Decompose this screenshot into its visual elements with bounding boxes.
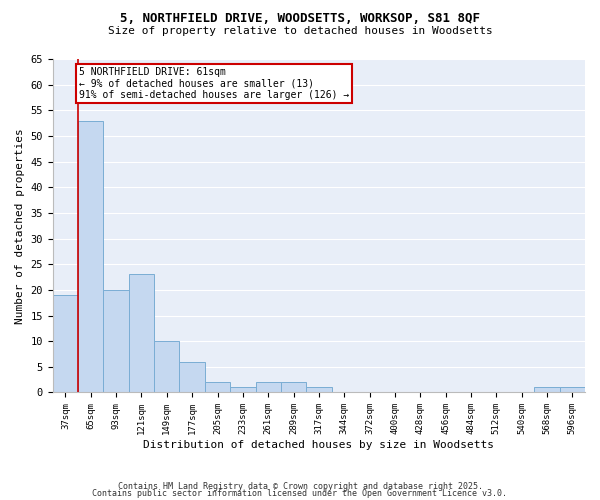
Text: Size of property relative to detached houses in Woodsetts: Size of property relative to detached ho… <box>107 26 493 36</box>
Bar <box>205 382 230 392</box>
Bar <box>306 388 332 392</box>
Text: Contains HM Land Registry data © Crown copyright and database right 2025.: Contains HM Land Registry data © Crown c… <box>118 482 482 491</box>
Bar <box>129 274 154 392</box>
Bar <box>154 341 179 392</box>
Bar <box>281 382 306 392</box>
Bar <box>560 388 585 392</box>
Y-axis label: Number of detached properties: Number of detached properties <box>15 128 25 324</box>
X-axis label: Distribution of detached houses by size in Woodsetts: Distribution of detached houses by size … <box>143 440 494 450</box>
Bar <box>53 295 78 392</box>
Bar <box>256 382 281 392</box>
Text: 5, NORTHFIELD DRIVE, WOODSETTS, WORKSOP, S81 8QF: 5, NORTHFIELD DRIVE, WOODSETTS, WORKSOP,… <box>120 12 480 26</box>
Text: Contains public sector information licensed under the Open Government Licence v3: Contains public sector information licen… <box>92 489 508 498</box>
Bar <box>535 388 560 392</box>
Bar <box>179 362 205 392</box>
Bar <box>103 290 129 392</box>
Bar <box>230 388 256 392</box>
Text: 5 NORTHFIELD DRIVE: 61sqm
← 9% of detached houses are smaller (13)
91% of semi-d: 5 NORTHFIELD DRIVE: 61sqm ← 9% of detach… <box>79 66 349 100</box>
Bar <box>78 120 103 392</box>
